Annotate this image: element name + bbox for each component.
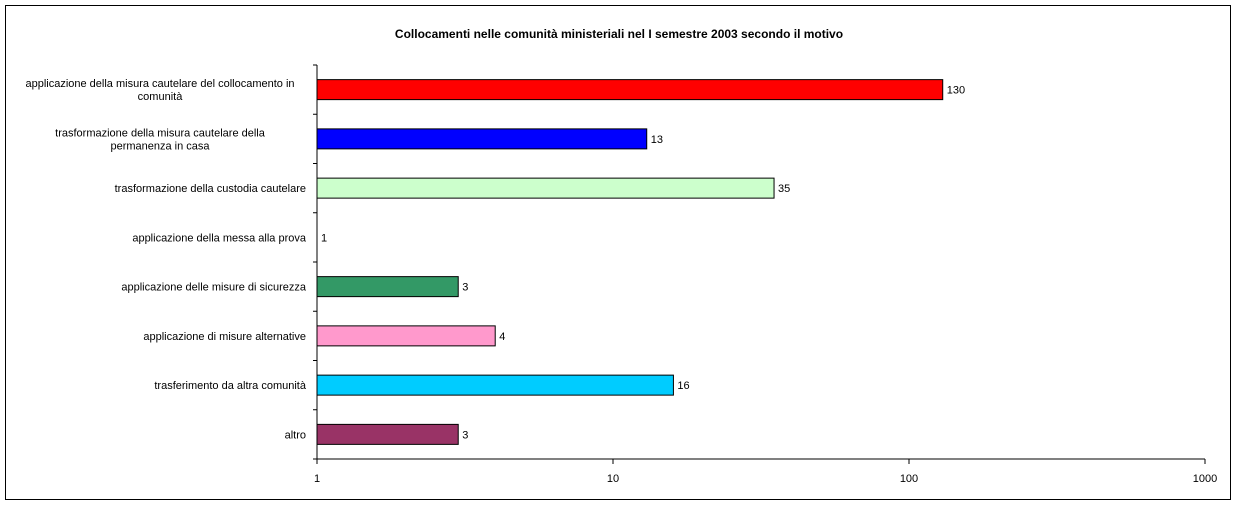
- bars: [316, 79, 944, 445]
- bar: [316, 79, 944, 101]
- category-label: applicazione delle misure di sicurezza: [121, 282, 307, 294]
- category-label-line: altro: [285, 429, 306, 441]
- category-label-line: applicazione della misura cautelare del …: [25, 78, 294, 90]
- data-label: 1: [321, 232, 327, 244]
- bar: [316, 128, 648, 150]
- category-label-line: applicazione della messa alla prova: [132, 232, 307, 244]
- x-tick-label: 100: [900, 473, 918, 485]
- category-label: trasformazione della misura cautelare de…: [55, 127, 266, 152]
- bar: [316, 325, 496, 347]
- data-label: 16: [677, 380, 689, 392]
- data-label: 3: [462, 429, 468, 441]
- x-tick-label: 10: [607, 473, 619, 485]
- category-label: trasferimento da altra comunità: [154, 380, 307, 392]
- category-label-line: trasformazione della custodia cautelare: [115, 183, 306, 195]
- data-label: 13: [651, 134, 663, 146]
- category-label: applicazione di misure alternative: [143, 331, 306, 343]
- data-label: 3: [462, 282, 468, 294]
- category-label-line: trasferimento da altra comunità: [154, 380, 307, 392]
- category-label: trasformazione della custodia cautelare: [115, 183, 306, 195]
- data-label: 130: [947, 85, 965, 97]
- bar: [316, 276, 459, 298]
- category-label: applicazione della misura cautelare del …: [25, 78, 294, 103]
- x-tick-label: 1000: [1193, 473, 1217, 485]
- bar: [316, 374, 674, 396]
- labels: 1 10 100 1000 130 applicazione della misura c…: [25, 78, 1217, 485]
- category-label-line: applicazione delle misure di sicurezza: [121, 282, 307, 294]
- data-label: 35: [778, 183, 790, 195]
- category-label-line: trasformazione della misura cautelare de…: [55, 127, 266, 139]
- axes: [313, 64, 1206, 464]
- bar: [316, 423, 459, 445]
- x-tick-label: 1: [314, 473, 320, 485]
- category-label: applicazione della messa alla prova: [132, 232, 307, 244]
- bar: [316, 177, 775, 199]
- data-label: 4: [499, 331, 505, 343]
- category-label: altro: [285, 429, 306, 441]
- chart-title: Collocamenti nelle comunità ministeriali…: [394, 27, 844, 41]
- category-label-line: permanenza in casa: [110, 140, 210, 152]
- category-label-line: applicazione di misure alternative: [143, 331, 306, 343]
- category-label-line: comunità: [138, 91, 184, 103]
